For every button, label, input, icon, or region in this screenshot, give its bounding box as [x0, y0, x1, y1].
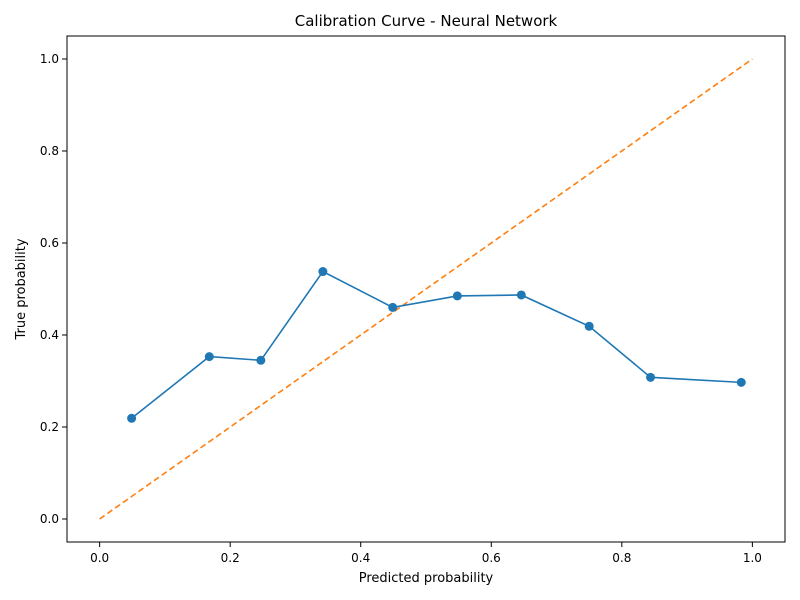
- x-axis-ticks: 0.0 0.2 0.4 0.6 0.8 1.0: [90, 542, 762, 565]
- calibration-point: [388, 302, 398, 312]
- y-axis-label: True probability: [14, 238, 29, 340]
- calibration-point: [318, 267, 328, 277]
- x-tick-label: 0.8: [612, 551, 631, 565]
- calibration-point: [127, 413, 137, 423]
- x-tick-label: 1.0: [743, 551, 762, 565]
- y-axis-ticks: 0.0 0.2 0.4 0.6 0.8 1.0: [40, 52, 67, 526]
- plot-frame: [66, 35, 786, 543]
- calibration-curve-line: [131, 270, 742, 419]
- x-tick-label: 0.4: [351, 551, 370, 565]
- calibration-point: [256, 355, 266, 365]
- calibration-point: [736, 377, 746, 387]
- y-tick-label: 0.8: [40, 144, 59, 158]
- x-axis-label: Predicted probability: [359, 571, 494, 586]
- y-tick-label: 0.2: [40, 420, 59, 434]
- calibration-point: [516, 290, 526, 300]
- calibration-point: [584, 321, 594, 331]
- x-tick-label: 0.6: [482, 551, 501, 565]
- plot-area: [99, 58, 753, 520]
- x-tick-label: 0.0: [90, 551, 109, 565]
- x-tick-label: 0.2: [221, 551, 240, 565]
- y-tick-label: 0.4: [40, 328, 59, 342]
- perfect-calibration-line: [99, 58, 753, 520]
- y-tick-label: 0.6: [40, 236, 59, 250]
- calibration-point: [646, 372, 656, 382]
- y-tick-label: 0.0: [40, 512, 59, 526]
- y-tick-label: 1.0: [40, 52, 59, 66]
- calibration-point: [452, 291, 462, 301]
- calibration-point: [204, 352, 214, 362]
- chart-title: Calibration Curve - Neural Network: [295, 12, 558, 30]
